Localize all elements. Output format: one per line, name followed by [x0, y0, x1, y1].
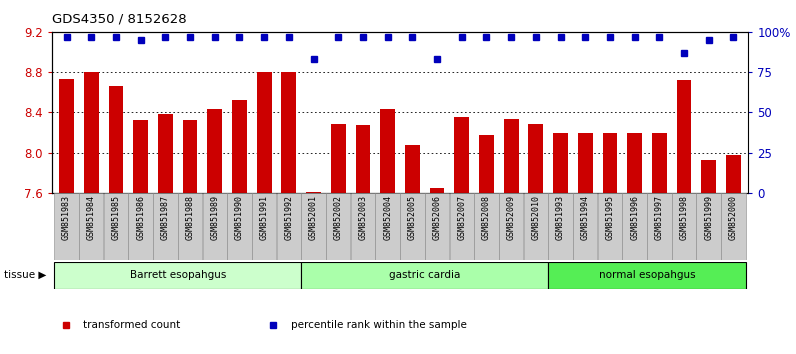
Bar: [504, 119, 518, 193]
Bar: [380, 109, 395, 193]
Text: GSM851987: GSM851987: [161, 195, 170, 240]
FancyBboxPatch shape: [450, 193, 474, 260]
Bar: [701, 160, 716, 193]
Text: transformed count: transformed count: [83, 320, 180, 330]
Text: GSM851995: GSM851995: [606, 195, 615, 240]
Text: GSM851994: GSM851994: [581, 195, 590, 240]
Text: GSM852010: GSM852010: [532, 195, 540, 240]
Text: GSM852006: GSM852006: [432, 195, 442, 240]
FancyBboxPatch shape: [524, 193, 548, 260]
FancyBboxPatch shape: [301, 262, 548, 289]
Bar: [677, 80, 692, 193]
FancyBboxPatch shape: [548, 193, 573, 260]
Text: GSM852009: GSM852009: [506, 195, 516, 240]
FancyBboxPatch shape: [647, 193, 672, 260]
Bar: [182, 120, 197, 193]
Bar: [652, 132, 667, 193]
FancyBboxPatch shape: [672, 193, 696, 260]
Text: normal esopahgus: normal esopahgus: [599, 270, 695, 280]
Bar: [479, 135, 494, 193]
Text: GSM851996: GSM851996: [630, 195, 639, 240]
Bar: [108, 86, 123, 193]
Bar: [331, 125, 345, 193]
Bar: [430, 188, 444, 193]
Text: GSM851998: GSM851998: [680, 195, 689, 240]
FancyBboxPatch shape: [103, 193, 128, 260]
FancyBboxPatch shape: [227, 193, 252, 260]
FancyBboxPatch shape: [499, 193, 523, 260]
Text: GSM851997: GSM851997: [655, 195, 664, 240]
FancyBboxPatch shape: [277, 193, 301, 260]
Bar: [232, 100, 247, 193]
FancyBboxPatch shape: [376, 193, 400, 260]
Bar: [84, 72, 99, 193]
Text: GSM851988: GSM851988: [185, 195, 194, 240]
FancyBboxPatch shape: [326, 193, 350, 260]
Text: GSM852008: GSM852008: [482, 195, 491, 240]
FancyBboxPatch shape: [302, 193, 326, 260]
FancyBboxPatch shape: [54, 262, 301, 289]
Bar: [578, 132, 593, 193]
Bar: [603, 132, 618, 193]
FancyBboxPatch shape: [474, 193, 498, 260]
FancyBboxPatch shape: [425, 193, 449, 260]
Bar: [356, 125, 370, 193]
Bar: [158, 114, 173, 193]
Text: GSM851999: GSM851999: [704, 195, 713, 240]
Text: GSM851990: GSM851990: [235, 195, 244, 240]
Bar: [455, 118, 469, 193]
Bar: [726, 155, 741, 193]
Text: GSM852004: GSM852004: [383, 195, 392, 240]
Text: GSM852000: GSM852000: [729, 195, 738, 240]
FancyBboxPatch shape: [622, 193, 647, 260]
Bar: [59, 79, 74, 193]
Text: GSM852003: GSM852003: [358, 195, 368, 240]
Bar: [282, 72, 296, 193]
Text: GSM851983: GSM851983: [62, 195, 71, 240]
FancyBboxPatch shape: [573, 193, 598, 260]
Text: GSM851991: GSM851991: [259, 195, 268, 240]
Text: GSM852005: GSM852005: [408, 195, 417, 240]
FancyBboxPatch shape: [598, 193, 622, 260]
FancyBboxPatch shape: [128, 193, 153, 260]
Text: percentile rank within the sample: percentile rank within the sample: [291, 320, 466, 330]
FancyBboxPatch shape: [721, 193, 746, 260]
FancyBboxPatch shape: [54, 193, 79, 260]
FancyBboxPatch shape: [178, 193, 202, 260]
Bar: [207, 109, 222, 193]
Text: GSM852007: GSM852007: [457, 195, 466, 240]
Bar: [553, 132, 568, 193]
FancyBboxPatch shape: [79, 193, 103, 260]
Text: gastric cardia: gastric cardia: [389, 270, 460, 280]
Text: GDS4350 / 8152628: GDS4350 / 8152628: [52, 12, 186, 25]
FancyBboxPatch shape: [400, 193, 424, 260]
Text: GSM851989: GSM851989: [210, 195, 219, 240]
Text: GSM852002: GSM852002: [334, 195, 343, 240]
Text: GSM851992: GSM851992: [284, 195, 294, 240]
Bar: [405, 144, 419, 193]
FancyBboxPatch shape: [548, 262, 746, 289]
Bar: [257, 72, 271, 193]
Text: GSM851993: GSM851993: [556, 195, 565, 240]
Text: GSM851986: GSM851986: [136, 195, 145, 240]
FancyBboxPatch shape: [252, 193, 276, 260]
FancyBboxPatch shape: [153, 193, 178, 260]
Text: GSM852001: GSM852001: [309, 195, 318, 240]
FancyBboxPatch shape: [202, 193, 227, 260]
Text: GSM851985: GSM851985: [111, 195, 120, 240]
FancyBboxPatch shape: [696, 193, 721, 260]
FancyBboxPatch shape: [351, 193, 375, 260]
Bar: [529, 125, 543, 193]
Bar: [306, 192, 321, 193]
Text: tissue ▶: tissue ▶: [4, 270, 46, 280]
Bar: [627, 132, 642, 193]
Text: GSM851984: GSM851984: [87, 195, 96, 240]
Bar: [133, 120, 148, 193]
Text: Barrett esopahgus: Barrett esopahgus: [130, 270, 226, 280]
